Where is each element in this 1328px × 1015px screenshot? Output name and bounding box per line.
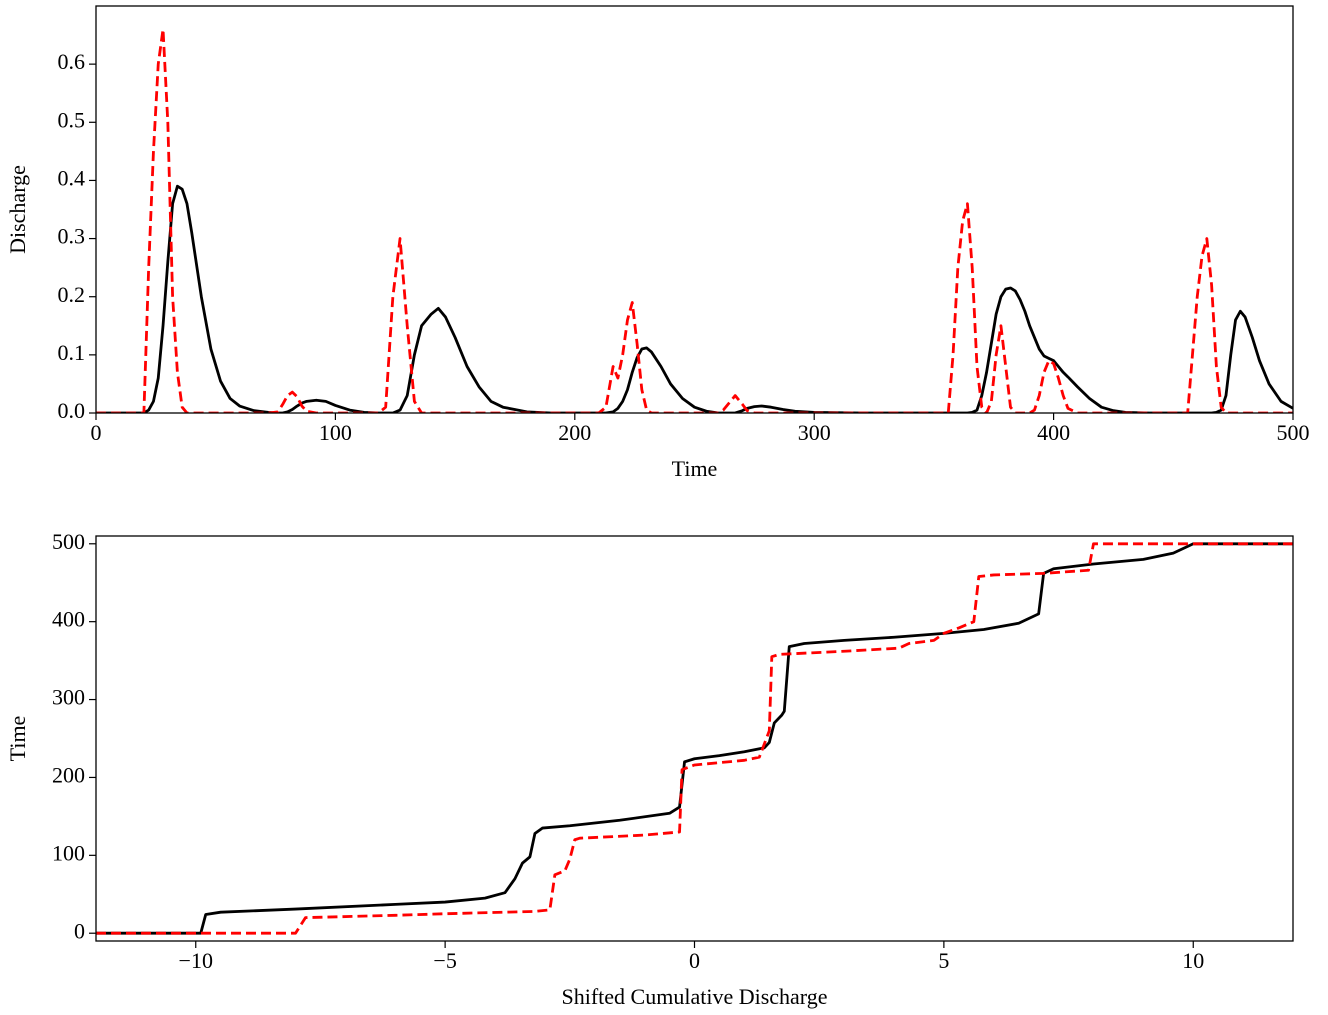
y-tick-label: 100 xyxy=(52,840,85,865)
plot-frame xyxy=(95,535,1294,942)
x-tick-label: 400 xyxy=(1037,420,1070,445)
y-tick-label: 0.4 xyxy=(58,165,86,190)
y-tick-label: 0 xyxy=(74,918,85,943)
y-tick-label: 200 xyxy=(52,762,85,787)
x-tick-label: 0 xyxy=(689,948,700,973)
data-line xyxy=(96,27,1293,413)
x-tick-label: 0 xyxy=(91,420,102,445)
data-line xyxy=(96,542,1293,935)
x-tick-label: −10 xyxy=(179,948,213,973)
plot-frame xyxy=(95,5,1294,414)
y-tick-label: 0.5 xyxy=(58,107,86,132)
y-axis-label: Discharge xyxy=(5,165,30,254)
x-tick-label: 300 xyxy=(798,420,831,445)
y-tick-label: 0.2 xyxy=(58,282,86,307)
y-tick-label: 0.6 xyxy=(58,49,86,74)
x-tick-label: 500 xyxy=(1277,420,1310,445)
y-tick-label: 400 xyxy=(52,607,85,632)
data-line xyxy=(96,184,1293,413)
y-tick-label: 500 xyxy=(52,529,85,554)
x-axis-label: Shifted Cumulative Discharge xyxy=(562,984,828,1009)
x-tick-label: 200 xyxy=(558,420,591,445)
y-tick-label: 0.1 xyxy=(58,340,86,365)
y-axis-label: Time xyxy=(5,716,30,762)
x-tick-label: 5 xyxy=(938,948,949,973)
data-line xyxy=(96,542,1293,935)
x-tick-label: 10 xyxy=(1182,948,1204,973)
x-tick-label: −5 xyxy=(433,948,456,973)
x-axis-label: Time xyxy=(672,456,718,481)
y-tick-label: 300 xyxy=(52,685,85,710)
y-tick-label: 0.0 xyxy=(58,398,86,423)
y-tick-label: 0.3 xyxy=(58,224,86,249)
x-tick-label: 100 xyxy=(319,420,352,445)
